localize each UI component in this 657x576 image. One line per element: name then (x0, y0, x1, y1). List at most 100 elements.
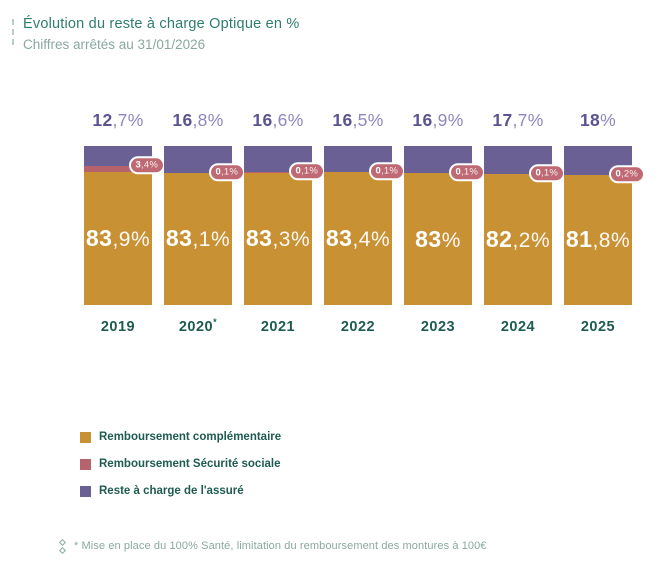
securite-sociale-badge: 3,4% (128, 156, 165, 175)
bar-column-2023: 16,9% 83% 0,1% 2023 (404, 110, 485, 335)
year-text: 2021 (260, 318, 296, 335)
segment-securite-sociale (84, 166, 152, 172)
value-int: 12 (92, 110, 113, 130)
value-int: 81 (565, 226, 593, 253)
value-frac: ,4% (352, 228, 391, 252)
securite-sociale-badge: 0,1% (528, 164, 565, 183)
complementaire-value: 83,3% (246, 225, 310, 252)
value-frac: ,7% (512, 110, 544, 130)
dashed-marker-icon (12, 19, 14, 45)
year-text: 2020 (178, 318, 214, 335)
bar-column-2024: 17,7% 82,2% 0,1% 2024 (484, 110, 565, 335)
legend-label: Reste à charge de l'assuré (99, 485, 244, 497)
securite-sociale-badge: 0,1% (288, 162, 325, 181)
value-int: 83 (85, 224, 113, 251)
year-text: 2023 (420, 318, 456, 335)
stacked-bar: 83,9% 3,4% (84, 146, 165, 305)
value-frac: ,1% (381, 165, 398, 177)
year-label: 2022 (324, 317, 392, 335)
year-text: 2022 (340, 318, 376, 335)
value-frac: ,1% (301, 165, 318, 177)
year-label: 2024 (484, 317, 552, 335)
bar-column-2019: 12,7% 83,9% 3,4% 2019 (84, 110, 165, 335)
complementaire-value: 83,4% (326, 225, 390, 252)
year-label: 2019 (84, 317, 152, 335)
segment-complementaire: 83,1% (164, 172, 232, 305)
year-asterisk: * (213, 317, 218, 327)
value-int: 0 (615, 167, 622, 179)
value-frac: % (600, 110, 616, 130)
segment-complementaire: 83,4% (324, 172, 392, 305)
value-int: 16 (412, 110, 433, 130)
value-frac: ,6% (272, 110, 304, 130)
legend-label: Remboursement complémentaire (99, 431, 282, 443)
value-frac: ,4% (141, 159, 158, 171)
value-int: 0 (375, 165, 382, 177)
value-int: 83 (245, 225, 273, 252)
value-int: 3 (135, 159, 142, 171)
reste-a-charge-value: 18% (564, 110, 632, 136)
value-int: 18 (580, 110, 601, 130)
value-frac: ,8% (192, 110, 224, 130)
value-frac: ,8% (592, 229, 631, 253)
segment-complementaire: 83,3% (244, 172, 312, 305)
bar-column-2025: 18% 81,8% 0,2% 2025 (564, 110, 645, 335)
gold-swatch-icon (80, 431, 91, 443)
chart-header: Évolution du reste à charge Optique en %… (12, 16, 299, 52)
stacked-bar: 83,4% 0,1% (324, 146, 405, 305)
securite-sociale-badge: 0,2% (608, 164, 645, 183)
diamonds-icon (58, 538, 67, 554)
value-frac: ,1% (192, 228, 231, 252)
value-frac: ,3% (272, 228, 311, 252)
value-int: 0 (295, 165, 302, 177)
bar-column-2022: 16,5% 83,4% 0,1% 2022 (324, 110, 405, 335)
value-int: 16 (172, 110, 193, 130)
value-int: 0 (455, 166, 462, 178)
value-int: 83 (165, 225, 193, 252)
value-int: 0 (535, 167, 542, 179)
securite-sociale-badge: 0,1% (448, 163, 485, 182)
value-int: 16 (252, 110, 273, 130)
stacked-bar: 81,8% 0,2% (564, 146, 645, 305)
bar-column-2021: 16,6% 83,3% 0,1% 2021 (244, 110, 325, 335)
value-frac: % (441, 228, 461, 252)
value-int: 16 (332, 110, 353, 130)
complementaire-value: 83,1% (166, 225, 230, 252)
reste-a-charge-value: 16,9% (404, 110, 472, 136)
stacked-bar: 82,2% 0,1% (484, 146, 565, 305)
value-frac: ,9% (432, 110, 464, 130)
segment-complementaire: 83% (404, 173, 472, 305)
value-int: 0 (215, 165, 222, 177)
legend-item-securite-sociale: Remboursement Sécurité sociale (80, 458, 281, 470)
header-text: Évolution du reste à charge Optique en %… (23, 16, 299, 52)
year-label: 2021 (244, 317, 312, 335)
reste-a-charge-value: 16,8% (164, 110, 232, 136)
legend-item-complementaire: Remboursement complémentaire (80, 431, 281, 443)
value-int: 83 (415, 225, 442, 252)
legend-item-reste-a-charge: Reste à charge de l'assuré (80, 485, 281, 497)
complementaire-value: 81,8% (566, 226, 630, 253)
year-text: 2019 (100, 318, 136, 335)
rose-swatch-icon (80, 458, 91, 470)
bar-column-2020: 16,8% 83,1% 0,1% 2020* (164, 110, 245, 335)
value-frac: ,2% (512, 229, 551, 253)
year-label: 2025 (564, 317, 632, 335)
value-frac: ,9% (112, 227, 151, 251)
securite-sociale-badge: 0,1% (368, 162, 405, 181)
value-frac: ,2% (621, 167, 638, 179)
stacked-bar: 83,3% 0,1% (244, 146, 325, 305)
reste-a-charge-value: 17,7% (484, 110, 552, 136)
page-title: Évolution du reste à charge Optique en % (23, 16, 300, 32)
segment-complementaire: 83,9% (84, 171, 152, 305)
complementaire-value: 83% (415, 226, 461, 253)
page-subtitle: Chiffres arrêtés au 31/01/2026 (23, 37, 206, 52)
segment-complementaire: 82,2% (484, 174, 552, 305)
securite-sociale-badge: 0,1% (208, 162, 245, 181)
value-int: 83 (325, 225, 353, 252)
year-text: 2024 (500, 318, 536, 335)
value-frac: ,1% (541, 167, 558, 179)
segment-complementaire: 81,8% (564, 174, 632, 305)
stacked-bar: 83% 0,1% (404, 146, 485, 305)
complementaire-value: 82,2% (486, 226, 550, 253)
year-text: 2025 (580, 318, 616, 335)
